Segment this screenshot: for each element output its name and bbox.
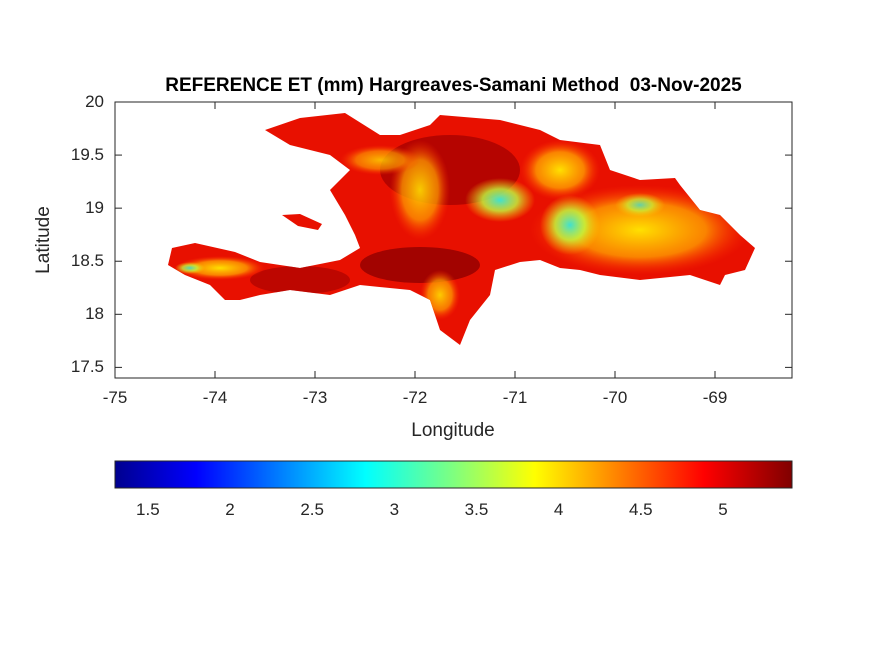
et-value-region	[175, 256, 265, 280]
x-axis-label: Longitude	[411, 420, 495, 441]
x-tick-label: -69	[702, 388, 728, 407]
et-value-region	[540, 195, 600, 255]
et-value-region	[250, 266, 350, 294]
y-tick-label: 18	[85, 304, 104, 324]
et-value-region	[340, 145, 420, 175]
y-tick-label: 19.5	[70, 145, 104, 165]
y-axis-label: Latitude	[33, 206, 54, 274]
et-value-region	[465, 178, 535, 222]
colorbar-tick-label: 4	[553, 500, 564, 519]
y-tick-label: 18.5	[70, 251, 104, 271]
colorbar-tick-label: 3.5	[464, 500, 489, 519]
et-value-region	[520, 140, 600, 200]
colorbar-tick-label: 2.5	[300, 500, 324, 519]
et-value-region	[615, 193, 665, 217]
y-tick-label: 17.5	[70, 357, 104, 377]
chart-title: REFERENCE ET (mm) Hargreaves-Samani Meth…	[165, 75, 742, 96]
colorbar	[114, 460, 793, 489]
colorbar-tick-label: 3	[389, 500, 400, 519]
x-tick-label: -73	[302, 388, 328, 407]
x-tick-label: -75	[102, 388, 128, 407]
x-tick-label: -72	[402, 388, 428, 407]
x-tick-label: -74	[202, 388, 228, 407]
y-tick-label: 19	[85, 198, 104, 218]
x-tick-label: -71	[502, 388, 528, 407]
et-map	[168, 113, 755, 345]
y-tick-label: 20	[85, 92, 104, 111]
colorbar-tick-label: 2	[225, 500, 235, 519]
x-tick-label: -70	[602, 388, 628, 407]
colorbar-tick-label: 1.5	[136, 500, 160, 519]
colorbar-tick-label: 4.5	[628, 500, 653, 519]
et-value-region	[360, 247, 480, 283]
colorbar-tick-label: 5	[718, 500, 728, 519]
et-value-region	[175, 262, 205, 274]
